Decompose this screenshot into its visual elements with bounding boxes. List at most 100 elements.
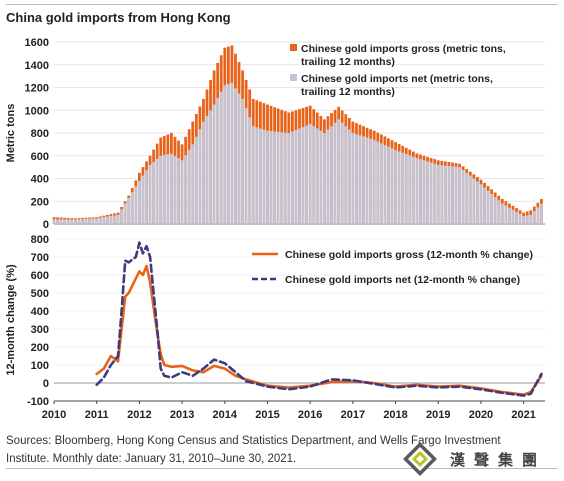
x-tick-label: 2021 [511, 409, 535, 421]
net-bar [219, 91, 223, 224]
net-bar [344, 126, 348, 224]
net-bar [532, 211, 536, 224]
net-bar [355, 134, 358, 224]
net-bar [148, 164, 152, 224]
net-bar [401, 152, 405, 224]
net-bar [226, 84, 230, 225]
net-bar [422, 160, 426, 224]
net-bar [518, 213, 522, 224]
net-bar [141, 175, 145, 224]
top-y-tick-label: 1200 [25, 83, 49, 95]
net-bar [436, 164, 440, 224]
net-bar [177, 158, 180, 224]
net-bar [105, 216, 109, 224]
net-bar [258, 128, 262, 224]
net-bar [454, 166, 458, 224]
net-bar [166, 154, 170, 224]
net-bar [212, 104, 216, 224]
sources-note: Sources: Bloomberg, Hong Kong Census and… [6, 435, 501, 465]
net-bar [337, 119, 341, 224]
net-bar [262, 129, 266, 224]
net-bar [134, 186, 138, 224]
chart-title: China gold imports from Hong Kong [6, 10, 231, 25]
net-change-line [95, 241, 543, 397]
bottom-y-tick-label: 700 [31, 252, 49, 264]
net-bar [290, 131, 294, 224]
net-bar [500, 203, 504, 224]
bottom-y-tick-label: 100 [31, 360, 49, 372]
net-bar [458, 167, 461, 224]
net-bar [202, 121, 205, 224]
net-bar [323, 133, 326, 224]
legend-gross-label: Chinese gold imports gross (metric tons,… [301, 43, 506, 68]
x-tick-label: 2015 [255, 409, 279, 421]
net-bar [162, 154, 166, 224]
net-bar [237, 93, 241, 224]
net-bar [63, 219, 67, 224]
net-bar [255, 127, 259, 224]
net-bar [91, 218, 95, 224]
publisher-logo: 漢聲集團 [400, 441, 560, 476]
net-bar [52, 219, 56, 224]
legend-net-label: Chinese gold imports net (metric tons, tr… [301, 73, 493, 98]
net-bar [159, 155, 163, 224]
bottom-panel: -100 0 100 200 300 400 500 600 700 800 12-month ch… [5, 234, 545, 408]
net-bar [312, 126, 316, 224]
net-bar [483, 187, 486, 224]
net-bar [369, 138, 373, 224]
net-bar [113, 215, 116, 224]
net-bar [362, 136, 365, 224]
net-bar [234, 88, 237, 224]
net-bar [308, 123, 312, 224]
top-y-tick-label: 800 [31, 128, 49, 140]
net-bar [138, 180, 141, 224]
net-bar [209, 110, 212, 224]
x-axis-labels: 2010 2011 2012 2013 2014 2015 2016 2017 2018 2019… [42, 401, 536, 421]
net-bar [73, 219, 77, 224]
net-bar [372, 139, 376, 224]
net-bar [298, 128, 301, 224]
top-y-tick-label: 1000 [25, 105, 49, 117]
net-bar [326, 129, 330, 224]
logo-diamond-icon [403, 442, 437, 476]
net-bar [415, 158, 419, 224]
net-bar [248, 117, 252, 224]
net-bar [504, 205, 508, 224]
x-tick-label: 2020 [469, 409, 493, 421]
net-bar [419, 159, 422, 224]
net-bar [411, 156, 415, 224]
net-bar [173, 155, 177, 224]
top-rule [6, 4, 558, 5]
net-bar [280, 132, 284, 224]
top-y-tick-label: 600 [31, 151, 49, 163]
net-bar [529, 214, 533, 224]
net-bar [486, 190, 490, 224]
net-bar [198, 129, 202, 224]
net-bar [170, 153, 173, 224]
net-bar [426, 161, 429, 224]
x-tick-label: 2019 [426, 409, 450, 421]
net-bar [490, 193, 494, 224]
net-bar [465, 172, 469, 224]
net-bar [536, 207, 540, 224]
top-y-axis-label: Metric tons [5, 104, 17, 163]
net-bar [130, 192, 134, 224]
top-panel: 0 200 400 600 800 1000 1200 1400 1600 Metric tons… [5, 37, 545, 231]
net-bar [251, 126, 255, 224]
net-bar [515, 211, 518, 224]
net-bar [447, 165, 451, 224]
net-bar [315, 128, 319, 224]
logo-text: 漢聲集團 [450, 452, 547, 469]
net-bar [81, 219, 84, 224]
net-bar [508, 207, 511, 224]
net-bar [59, 219, 63, 224]
net-bar [404, 154, 408, 224]
x-tick-label: 2017 [341, 409, 365, 421]
net-bar [109, 216, 113, 224]
net-bar [468, 175, 472, 224]
net-bar [340, 122, 344, 224]
net-bar [194, 136, 198, 224]
bottom-y-axis-label: 12-month change (%) [5, 264, 17, 376]
net-bar [305, 125, 309, 224]
net-bar [95, 218, 99, 224]
